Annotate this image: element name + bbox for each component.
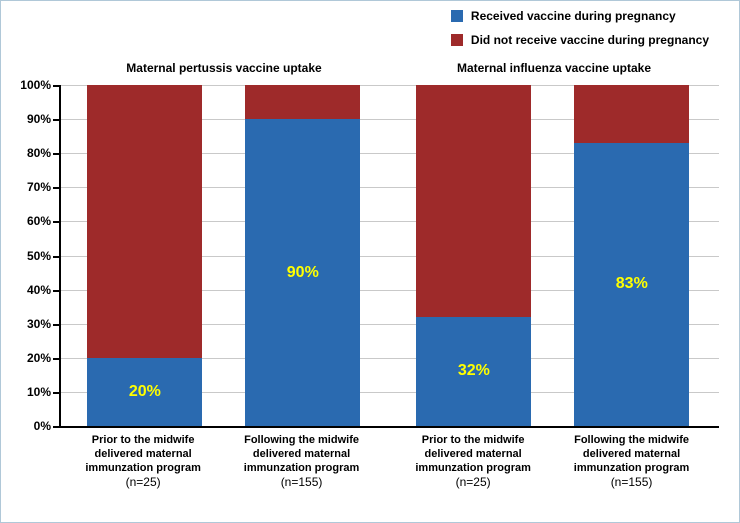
bar-segment-not-received <box>416 85 531 317</box>
bar-segment-received: 20% <box>87 358 202 426</box>
bar: 32% <box>416 85 531 426</box>
legend: Received vaccine during pregnancy Did no… <box>451 9 709 57</box>
legend-label-received: Received vaccine during pregnancy <box>471 9 676 23</box>
y-axis-label: 90% <box>27 112 61 126</box>
x-axis-category-label: Following the midwifedelivered maternali… <box>552 434 710 491</box>
panel-titles: Maternal pertussis vaccine uptake Matern… <box>1 61 739 75</box>
legend-item-received: Received vaccine during pregnancy <box>451 9 709 23</box>
legend-label-not-received: Did not receive vaccine during pregnancy <box>471 33 709 47</box>
y-axis-label: 50% <box>27 249 61 263</box>
y-axis-label: 30% <box>27 317 61 331</box>
x-axis-category-label: Prior to the midwifedelivered maternalim… <box>394 434 552 491</box>
bar-value-label: 20% <box>129 383 161 401</box>
legend-swatch-not-received <box>451 34 463 46</box>
y-axis-label: 40% <box>27 283 61 297</box>
plot-area: 0%10%20%30%40%50%60%70%80%90%100%20%90%3… <box>59 85 719 428</box>
bar-value-label: 32% <box>458 362 490 380</box>
bar-segment-not-received <box>574 85 689 143</box>
bar-value-label: 90% <box>287 264 319 282</box>
bar: 90% <box>245 85 360 426</box>
y-axis-label: 0% <box>34 419 61 433</box>
y-axis-label: 60% <box>27 214 61 228</box>
x-axis-category-label: Following the midwifedelivered maternali… <box>222 434 380 491</box>
panel-title-influenza: Maternal influenza vaccine uptake <box>389 61 719 75</box>
bar: 20% <box>87 85 202 426</box>
y-axis-label: 70% <box>27 180 61 194</box>
panel-title-pertussis: Maternal pertussis vaccine uptake <box>59 61 389 75</box>
y-axis-label: 20% <box>27 351 61 365</box>
legend-item-not-received: Did not receive vaccine during pregnancy <box>451 33 709 47</box>
bar: 83% <box>574 85 689 426</box>
legend-swatch-received <box>451 10 463 22</box>
bar-segment-received: 90% <box>245 119 360 426</box>
bar-value-label: 83% <box>616 275 648 293</box>
bar-segment-not-received <box>87 85 202 358</box>
x-axis-category-label: Prior to the midwifedelivered maternalim… <box>64 434 222 491</box>
bar-segment-received: 83% <box>574 143 689 426</box>
x-axis-labels: Prior to the midwifedelivered maternalim… <box>59 434 719 516</box>
y-axis-label: 80% <box>27 146 61 160</box>
bar-segment-not-received <box>245 85 360 119</box>
bar-segment-received: 32% <box>416 317 531 426</box>
y-axis-label: 10% <box>27 385 61 399</box>
chart-container: Received vaccine during pregnancy Did no… <box>0 0 740 523</box>
y-axis-label: 100% <box>20 78 61 92</box>
